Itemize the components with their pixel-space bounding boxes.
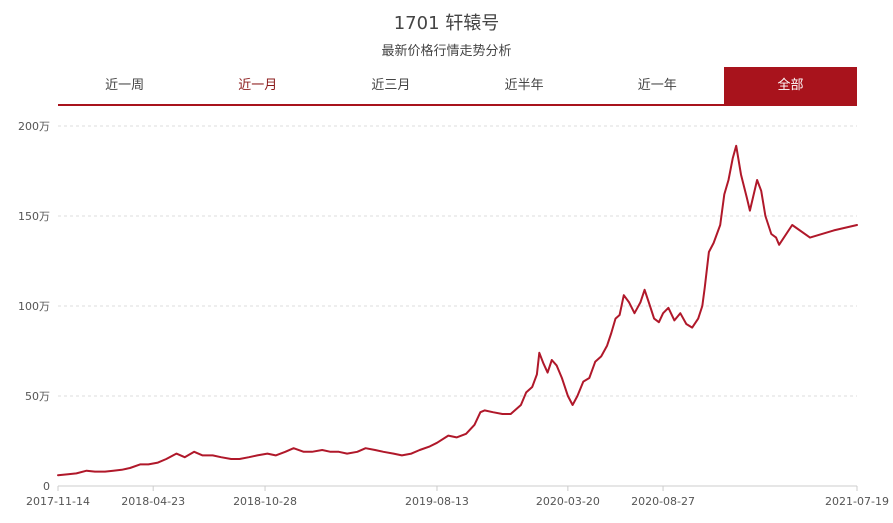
page-title: 1701 轩辕号 xyxy=(393,13,500,34)
tab-month[interactable]: 近一月 xyxy=(238,78,278,93)
page-subtitle: 最新价格行情走势分析 xyxy=(381,44,512,59)
y-tick-label: 100万 xyxy=(18,300,50,313)
x-tick-label: 2020-08-27 xyxy=(631,495,695,508)
y-tick-label: 50万 xyxy=(25,390,50,403)
range-tabs: 近一周 近一月 近三月 近半年 近一年 全部 xyxy=(58,67,858,106)
y-tick-label: 150万 xyxy=(18,210,50,223)
y-tick-label: 200万 xyxy=(18,120,50,133)
x-tick-label: 2020-03-20 xyxy=(536,495,600,508)
x-tick-label: 2021-07-19 xyxy=(825,495,889,508)
x-tick-label: 2018-04-23 xyxy=(121,495,185,508)
tab-week[interactable]: 近一周 xyxy=(105,78,145,93)
x-tick-label: 2017-11-14 xyxy=(26,495,90,508)
x-tick-label: 2018-10-28 xyxy=(233,495,297,508)
tab-all[interactable]: 全部 xyxy=(723,67,858,104)
tab-three-months[interactable]: 近三月 xyxy=(371,78,411,93)
tab-year[interactable]: 近一年 xyxy=(637,78,677,93)
tab-half-year[interactable]: 近半年 xyxy=(504,78,544,93)
x-tick-label: 2019-08-13 xyxy=(405,495,469,508)
y-tick-label: 0 xyxy=(43,480,50,493)
price-series-line xyxy=(57,144,858,477)
